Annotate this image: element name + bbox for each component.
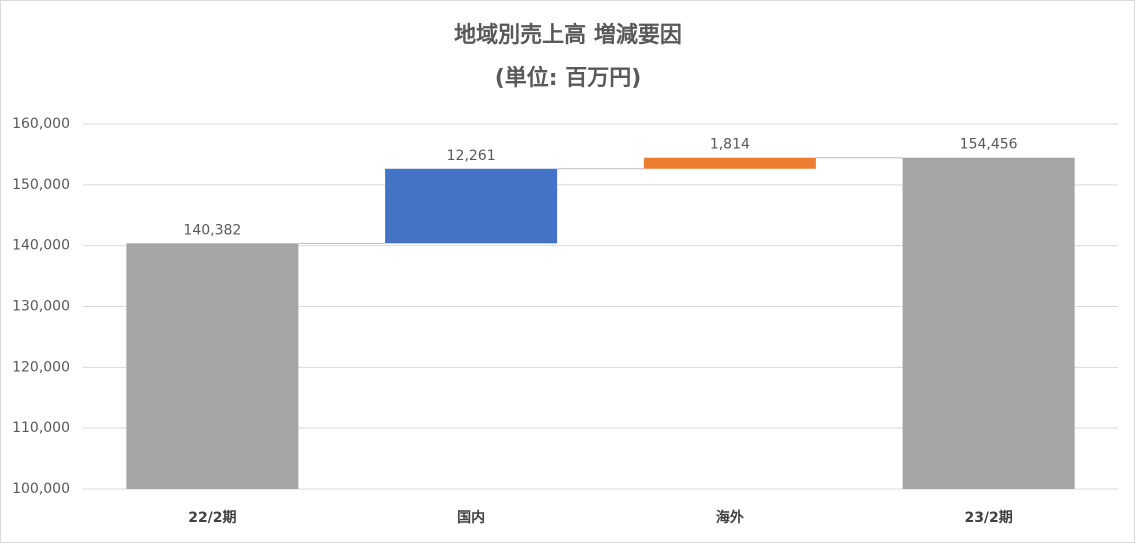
chart-subtitle: (単位: 百万円) (495, 65, 642, 91)
x-tick-label: 国内 (457, 509, 485, 526)
y-tick-label: 110,000 (12, 420, 70, 436)
y-tick-label: 140,000 (12, 238, 70, 254)
y-tick-label: 160,000 (12, 116, 70, 132)
bar (385, 168, 558, 244)
x-tick-label: 海外 (716, 509, 744, 526)
y-tick-label: 100,000 (12, 481, 70, 497)
value-label: 12,261 (447, 148, 496, 164)
value-label: 140,382 (183, 222, 241, 238)
bar (126, 243, 299, 489)
x-tick-label: 23/2期 (964, 510, 1012, 526)
value-label: 154,456 (960, 137, 1018, 153)
y-tick-label: 150,000 (12, 177, 70, 193)
x-tick-label: 22/2期 (188, 510, 236, 526)
value-label: 1,814 (710, 137, 750, 153)
bar (643, 157, 816, 169)
y-tick-label: 120,000 (12, 359, 70, 375)
chart-title: 地域別売上高 増減要因 (454, 22, 682, 48)
bar (902, 157, 1075, 489)
y-tick-label: 130,000 (12, 299, 70, 315)
